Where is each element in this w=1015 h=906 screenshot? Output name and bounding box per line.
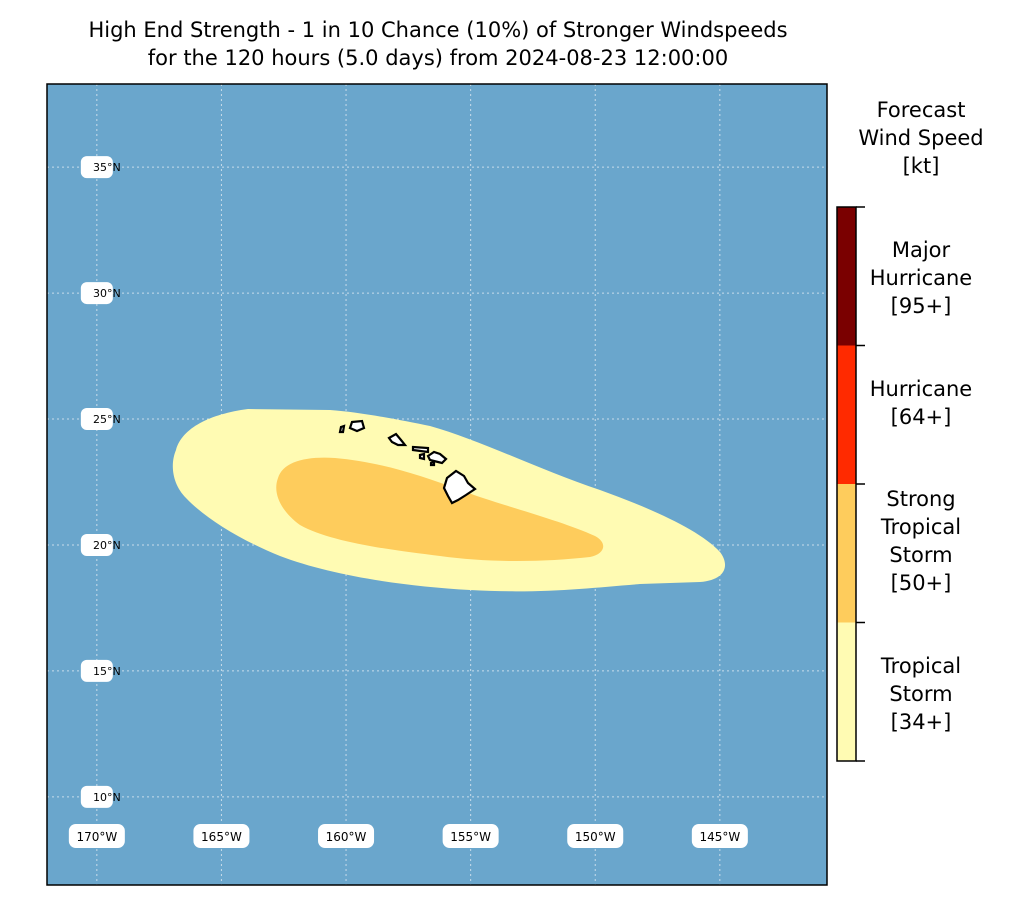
label-bubble xyxy=(442,824,499,848)
colorbar-segment xyxy=(837,345,856,484)
strong-tropical-storm-zone xyxy=(276,457,604,561)
label-bubble xyxy=(80,156,113,179)
island-niihau xyxy=(338,424,346,434)
longitude-label: 160°W xyxy=(318,824,375,848)
colorbar-segment xyxy=(837,622,856,761)
cb-label-line: Hurricane xyxy=(869,266,973,290)
latitude-label: 35°N xyxy=(80,156,121,179)
colorbar-segment xyxy=(837,484,856,623)
cb-label-line: Strong xyxy=(886,487,956,511)
colorbar-label-major-hurricane: Major Hurricane [95+] xyxy=(852,236,990,320)
colorbar xyxy=(836,206,865,762)
cb-label-line: Tropical xyxy=(880,515,962,539)
colorbar-label-strong-tropical-storm: Strong Tropical Storm [50+] xyxy=(852,485,990,597)
latitude-label-text: 15°N xyxy=(93,665,121,678)
label-bubble xyxy=(567,824,624,848)
cb-label-line: [95+] xyxy=(890,294,952,318)
longitude-label: 170°W xyxy=(68,824,125,848)
longitude-label: 150°W xyxy=(567,824,624,848)
colorbar-title: Forecast Wind Speed [kt] xyxy=(836,96,1006,180)
cb-label-line: Storm xyxy=(889,682,953,706)
colorbar-title-line: Wind Speed xyxy=(858,126,984,150)
label-bubble xyxy=(691,824,748,848)
longitude-label: 155°W xyxy=(442,824,499,848)
colorbar-title-line: Forecast xyxy=(876,98,966,122)
colorbar-label-hurricane: Hurricane [64+] xyxy=(852,375,990,431)
longitude-label-text: 145°W xyxy=(699,830,740,844)
latitude-labels: 35°N 30°N 25°N 20°N 15°N 10°N xyxy=(80,156,121,808)
latitude-label-text: 10°N xyxy=(93,791,121,804)
latitude-label: 20°N xyxy=(80,533,121,556)
island-hawaii xyxy=(442,469,477,505)
island-lanai xyxy=(418,452,426,461)
label-bubble xyxy=(80,785,113,808)
latitude-label-text: 25°N xyxy=(93,413,121,426)
colorbar-title-line: [kt] xyxy=(902,154,940,178)
island-kauai xyxy=(348,419,366,433)
label-bubble xyxy=(193,824,250,848)
map-title: High End Strength - 1 in 10 Chance (10%)… xyxy=(0,16,876,72)
title-line-2: for the 120 hours (5.0 days) from 2024-0… xyxy=(147,46,729,70)
hawaiian-islands xyxy=(338,419,477,505)
island-kahoolawe xyxy=(429,460,436,467)
label-bubble xyxy=(80,659,113,682)
longitude-label-text: 160°W xyxy=(326,830,367,844)
label-bubble xyxy=(318,824,375,848)
cb-label-line: Major xyxy=(891,238,951,262)
longitude-label-text: 170°W xyxy=(76,830,117,844)
colorbar-label-tropical-storm: Tropical Storm [34+] xyxy=(852,652,990,736)
latitude-label-text: 20°N xyxy=(93,539,121,552)
latitude-label: 15°N xyxy=(80,659,121,682)
title-line-1: High End Strength - 1 in 10 Chance (10%)… xyxy=(88,18,788,42)
latitude-label: 30°N xyxy=(80,282,121,305)
label-bubble xyxy=(68,824,125,848)
label-bubble xyxy=(80,282,113,305)
cb-label-line: [64+] xyxy=(890,405,952,429)
cb-label-line: [50+] xyxy=(890,571,952,595)
longitude-label-text: 155°W xyxy=(450,830,491,844)
longitude-label: 145°W xyxy=(691,824,748,848)
map-frame xyxy=(46,83,828,886)
colorbar-segment xyxy=(837,207,856,346)
latitude-label-text: 30°N xyxy=(93,287,121,300)
longitude-label-text: 150°W xyxy=(575,830,616,844)
cb-label-line: Tropical xyxy=(880,654,962,678)
latitude-label: 10°N xyxy=(80,785,121,808)
island-maui xyxy=(426,450,448,465)
longitude-label-text: 165°W xyxy=(201,830,242,844)
cb-label-line: [34+] xyxy=(890,710,952,734)
cb-label-line: Storm xyxy=(889,543,953,567)
latitude-label: 25°N xyxy=(80,408,121,431)
longitude-labels: 170°W 165°W 160°W 155°W 150°W 145°W xyxy=(68,824,748,848)
cb-label-line: Hurricane xyxy=(869,377,973,401)
latitude-label-text: 35°N xyxy=(93,161,121,174)
label-bubble xyxy=(80,533,113,556)
label-bubble xyxy=(80,408,113,431)
longitude-label: 165°W xyxy=(193,824,250,848)
island-molokai xyxy=(411,445,430,454)
island-oahu xyxy=(387,432,408,447)
